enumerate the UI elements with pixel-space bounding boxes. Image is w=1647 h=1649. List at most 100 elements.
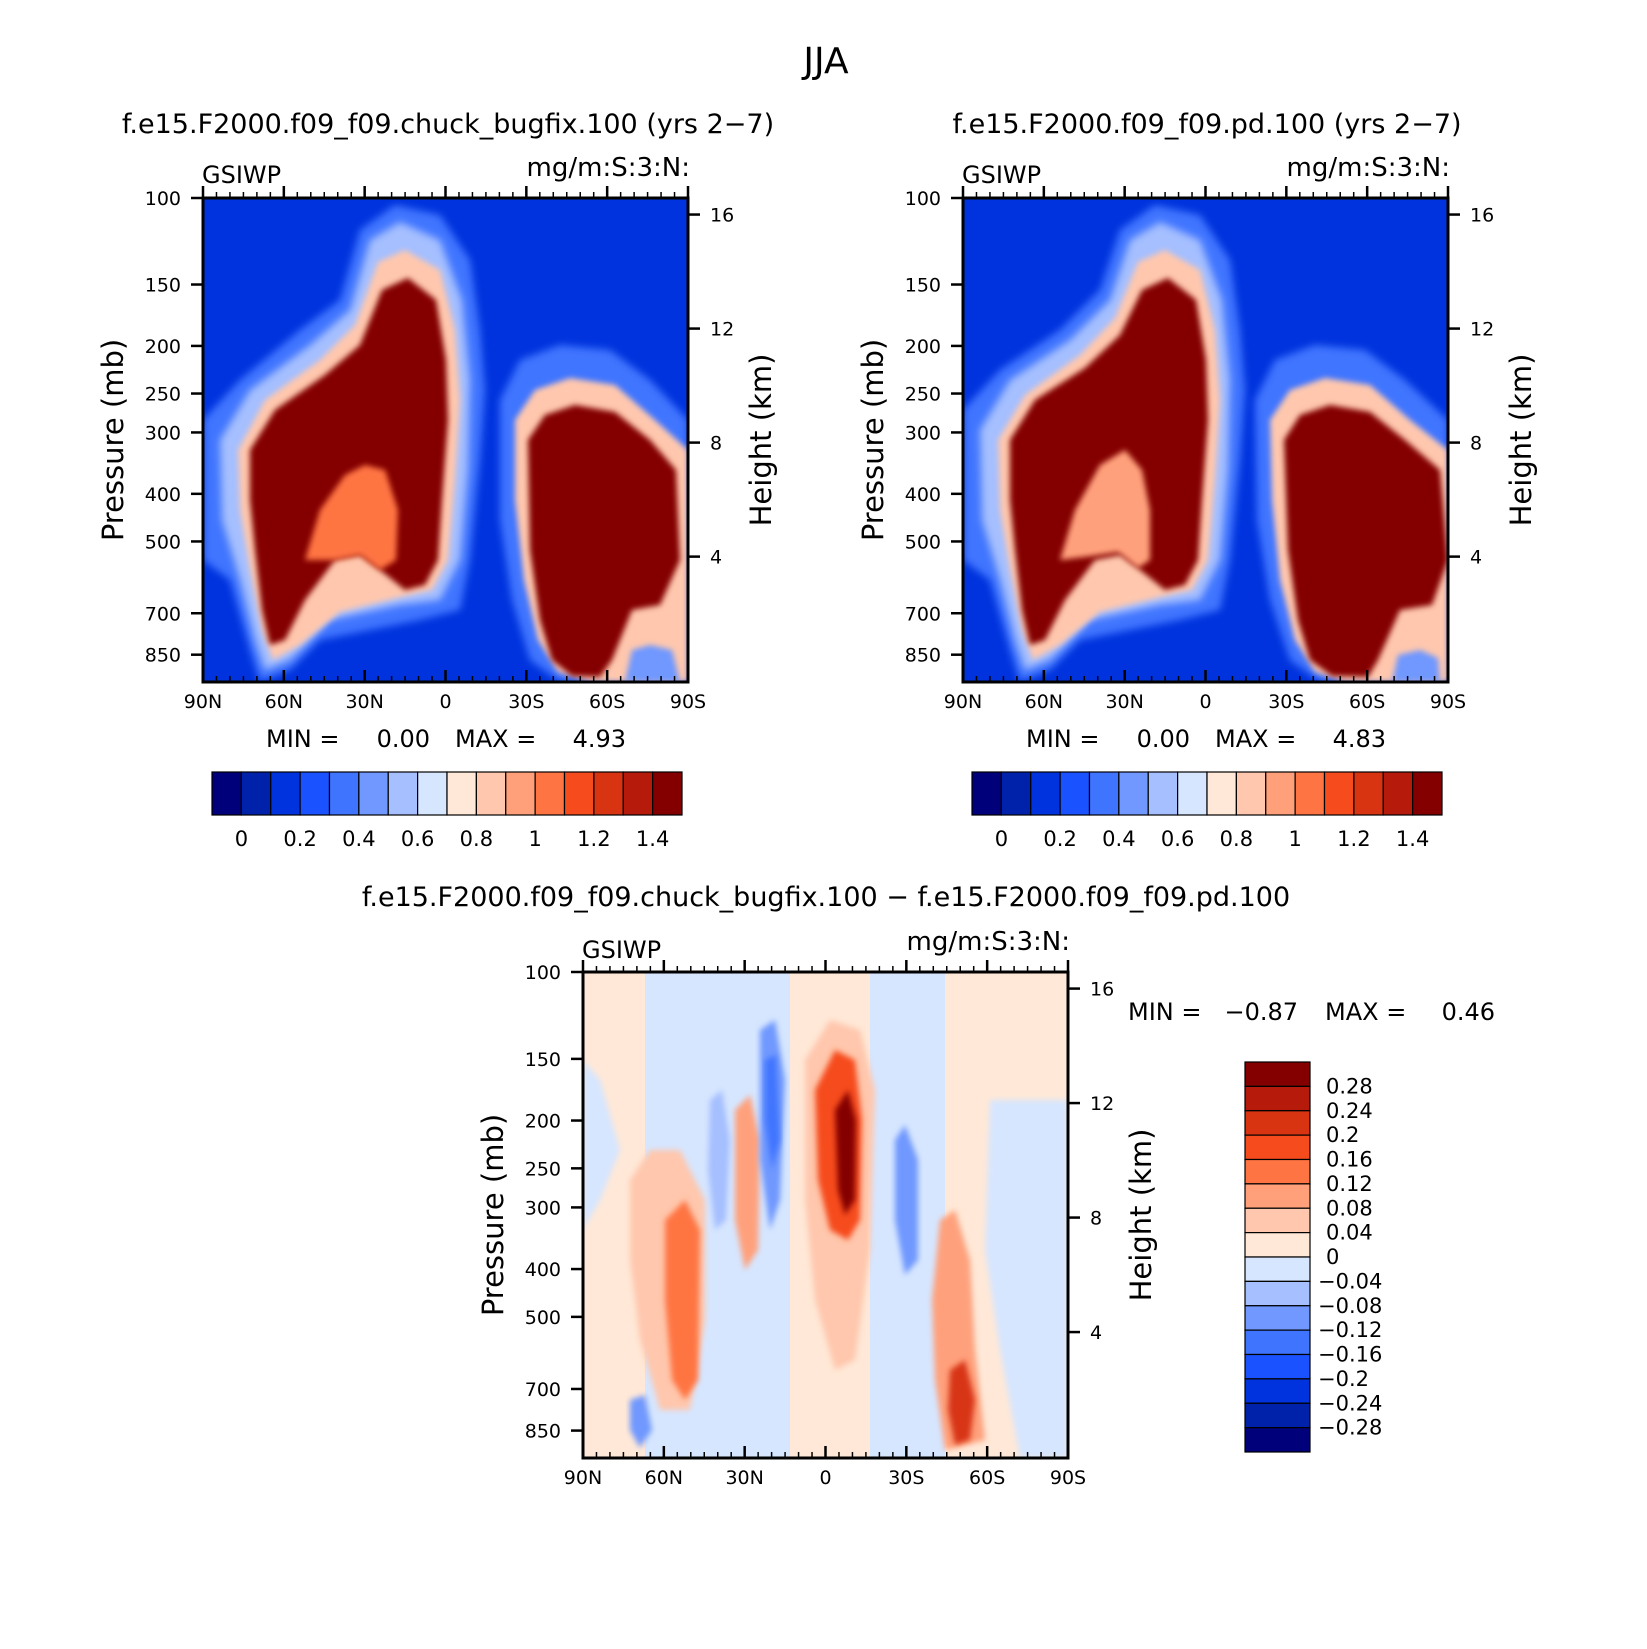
panel-title: f.e15.F2000.f09_f09.pd.100 (yrs 2−7) (952, 109, 1461, 140)
y-tick-label: 700 (525, 1379, 561, 1401)
colorbar-swatch (1244, 1085, 1311, 1112)
colorbar: 0 0.2 0.4 0.6 0.8 1 1.2 1.4 (211, 771, 683, 851)
colorbar-swatch (1244, 1378, 1311, 1404)
y-axis-label: Pressure (mb) (476, 1114, 510, 1316)
colorbar-swatch (299, 771, 331, 816)
x-ticks: 90N 60N 30N 0 30S 60S 90S (564, 960, 1086, 1489)
max-value: 4.93 (573, 725, 626, 753)
y2-tick-label: 4 (710, 547, 722, 569)
field-neg-3 (895, 1125, 918, 1275)
colorbar-label: 0.08 (1326, 1196, 1373, 1220)
x-tick-label: 90S (1050, 1467, 1086, 1489)
field-pos-2 (665, 1200, 700, 1400)
y2-axis-label: Height (km) (1124, 1129, 1158, 1302)
colorbar-label: 0.24 (1326, 1099, 1373, 1123)
y-tick-label: 700 (905, 603, 941, 625)
y-tick-label: 200 (525, 1111, 561, 1133)
colorbar-swatch (387, 771, 419, 816)
colorbar-swatch (1244, 1402, 1311, 1429)
y-tick-label: 100 (905, 188, 941, 210)
y-ticks: 100 150 200 250 300 400 500 700 850 16 12 8 4 (905, 188, 1494, 667)
panel-units: mg/m:S:3:N: (1287, 153, 1450, 183)
y-tick-label: 400 (905, 484, 941, 506)
y-tick-label: 150 (145, 275, 181, 297)
colorbar-swatch (1088, 771, 1120, 816)
colorbar-swatch (1244, 1110, 1311, 1136)
x-tick-label: 30S (1268, 691, 1304, 713)
colorbar-label: 1 (1288, 827, 1301, 851)
y-tick-label: 150 (905, 275, 941, 297)
min-label: MIN = (1128, 998, 1201, 1026)
colorbar-swatch (211, 771, 242, 816)
colorbar-label: 1.4 (1396, 827, 1429, 851)
panel-bottom: f.e15.F2000.f09_f09.chuck_bugfix.100 − f… (362, 882, 1495, 1489)
colorbar-label: 0.6 (1161, 827, 1194, 851)
y2-tick-label: 16 (710, 205, 734, 227)
y2-tick-label: 12 (1090, 1093, 1114, 1115)
colorbar-swatch (446, 771, 477, 816)
contour-field (203, 198, 688, 682)
colorbar-label: 0.2 (1326, 1123, 1359, 1147)
colorbar-label: 0.04 (1326, 1221, 1373, 1245)
colorbar-swatch (1353, 771, 1384, 816)
min-value: 0.00 (1137, 725, 1190, 753)
y-tick-label: 250 (145, 384, 181, 406)
colorbar-label: −0.08 (1318, 1294, 1382, 1318)
colorbar-label: 0.2 (1043, 827, 1076, 851)
max-value: 0.46 (1442, 998, 1495, 1026)
y-tick-label: 850 (525, 1421, 561, 1443)
x-tick-label: 90S (670, 691, 706, 713)
contour-field (963, 198, 1448, 682)
y-tick-label: 400 (145, 484, 181, 506)
field-pos-8 (948, 1360, 975, 1445)
x-tick-label: 90N (184, 691, 222, 713)
colorbar-swatch (270, 771, 301, 816)
x-tick-label: 90N (944, 691, 982, 713)
panel-title: f.e15.F2000.f09_f09.chuck_bugfix.100 (yr… (122, 109, 774, 140)
colorbar-label: −0.24 (1318, 1391, 1382, 1415)
y-tick-label: 300 (905, 422, 941, 444)
colorbar-label: 1.4 (636, 827, 669, 851)
colorbar-swatch (1147, 771, 1179, 816)
y2-axis-label: Height (km) (744, 354, 778, 527)
x-tick-label: 90S (1430, 691, 1466, 713)
y2-tick-label: 8 (1090, 1208, 1102, 1230)
x-tick-label: 30S (888, 1467, 924, 1489)
colorbar-swatch (1244, 1329, 1311, 1356)
field-band-negative-3 (583, 1060, 620, 1230)
colorbar-label: 0.8 (1220, 827, 1253, 851)
x-tick-label: 60S (589, 691, 625, 713)
y-tick-label: 250 (525, 1158, 561, 1180)
max-value: 4.83 (1333, 725, 1386, 753)
y-axis-label: Pressure (mb) (96, 339, 130, 541)
x-tick-label: 60N (1025, 691, 1063, 713)
x-ticks: 90N 60N 30N 0 30S 60S 90S (944, 186, 1466, 713)
colorbar-label: 0 (1326, 1245, 1339, 1269)
colorbar-swatch (505, 771, 536, 816)
colorbar-swatch (593, 771, 624, 816)
y-tick-label: 500 (525, 1307, 561, 1329)
colorbar-swatch (534, 771, 566, 816)
colorbar-swatch (1412, 771, 1443, 816)
y2-tick-label: 4 (1470, 547, 1482, 569)
colorbar-label: 0 (235, 827, 248, 851)
field-neg-4 (708, 1090, 730, 1230)
y2-tick-label: 16 (1470, 205, 1494, 227)
colorbar-label: 0.4 (1102, 827, 1135, 851)
min-value: −0.87 (1224, 998, 1298, 1026)
colorbar-swatch (1244, 1207, 1311, 1234)
y-tick-label: 300 (145, 422, 181, 444)
colorbar-swatch (1177, 771, 1208, 816)
colorbar-swatch (1244, 1256, 1311, 1282)
y2-tick-label: 16 (1090, 979, 1114, 1001)
colorbar-label: 0 (995, 827, 1008, 851)
y-tick-label: 850 (905, 645, 941, 667)
colorbar-swatch (1244, 1158, 1311, 1185)
y-axis-label: Pressure (mb) (856, 339, 890, 541)
colorbar-swatch (1000, 771, 1032, 816)
y-tick-label: 200 (905, 336, 941, 358)
field-neg-5 (630, 1395, 652, 1448)
colorbar-swatch (1059, 771, 1091, 816)
y-tick-label: 400 (525, 1259, 561, 1281)
